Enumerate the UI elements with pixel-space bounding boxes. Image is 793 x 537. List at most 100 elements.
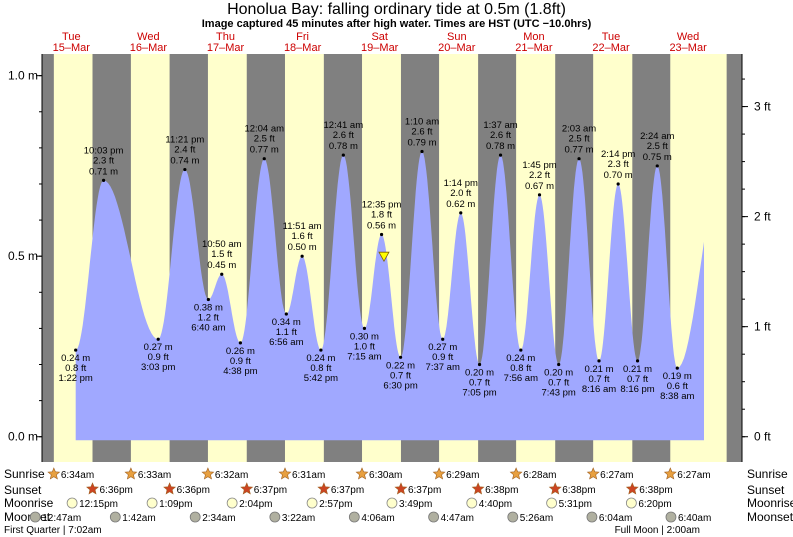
sunrise-icon [663, 467, 677, 480]
tide-time-label: 6:30 pm [383, 380, 417, 391]
tide-metres-label: 0.56 m [367, 221, 396, 232]
tide-point [420, 149, 424, 154]
sunrise-row-label: Sunrise [4, 467, 45, 481]
tide-feet-label: 1.5 ft [211, 249, 232, 260]
moonset-icon [665, 511, 677, 523]
tide-point [74, 348, 78, 352]
moonrise-row-label-right: Moonrise [747, 496, 793, 510]
sunrise-time: 6:27am [600, 470, 633, 481]
tide-time-label: 5:42 pm [304, 373, 338, 384]
tide-feet-label: 2.6 ft [490, 130, 511, 141]
tide-time-label: 3:03 pm [141, 362, 175, 373]
moonrise-time: 2:57pm [319, 499, 352, 510]
tide-point [220, 272, 224, 276]
tide-feet-label: 1.0 ft [354, 341, 375, 352]
tide-time-label: 10:50 am [202, 239, 242, 250]
moonset-icon [428, 511, 440, 523]
moonrise-time: 5:31pm [559, 499, 592, 510]
tide-point [156, 337, 160, 341]
right-tick-label: 1 ft [754, 320, 771, 334]
moonrise-icon [546, 497, 558, 509]
tide-feet-label: 2.5 ft [568, 134, 589, 145]
moonrise-icon [146, 497, 158, 509]
sunset-time: 6:37pm [254, 485, 287, 496]
tide-point [398, 355, 403, 359]
tide-point [597, 359, 601, 363]
tide-metres-label: 0.21 m [623, 364, 652, 375]
tide-metres-label: 0.21 m [584, 364, 613, 375]
sunset-time: 6:38pm [639, 485, 672, 496]
moonset-icon [189, 511, 201, 523]
sunrise-icon [47, 467, 61, 480]
sunrise-icon [124, 467, 138, 480]
sunrise-time: 6:29am [446, 470, 479, 481]
day-date-label: 22–Mar [592, 42, 630, 54]
moonrise-time: 1:09pm [159, 499, 192, 510]
tide-feet-label: 0.6 ft [667, 381, 688, 392]
day-name-label: Tue [602, 31, 621, 43]
tide-metres-label: 0.50 m [288, 242, 317, 253]
moonset-time: 6:04am [599, 513, 632, 524]
tide-time-label: 12:35 pm [362, 200, 402, 211]
moonset-time: 5:26am [520, 513, 553, 524]
right-tick-label: 3 ft [754, 100, 771, 114]
moonrise-time: 2:04pm [239, 499, 272, 510]
day-name-label: Wed [677, 31, 699, 43]
day-name-label: Tue [62, 31, 81, 43]
sunset-time: 6:38pm [485, 485, 518, 496]
day-name-label: Sun [447, 31, 467, 43]
moonset-time: 6:40am [678, 513, 711, 524]
tide-point [498, 153, 503, 157]
tide-metres-label: 0.26 m [226, 346, 255, 357]
tide-point [616, 182, 620, 186]
tide-point [459, 211, 463, 215]
moonset-icon [586, 511, 598, 523]
tide-feet-label: 0.9 ft [230, 356, 251, 367]
sunrise-icon [509, 467, 523, 480]
sunset-icon [240, 482, 254, 495]
sunrise-icon [278, 467, 292, 480]
sunrise-icon [586, 467, 600, 480]
tide-metres-label: 0.74 m [170, 156, 199, 167]
moonset-time: 2:34am [202, 513, 235, 524]
tide-metres-label: 0.77 m [565, 145, 594, 156]
moonset-row-label-right: Moonset [747, 510, 793, 524]
tide-metres-label: 0.19 m [663, 371, 692, 382]
tide-metres-label: 0.22 m [386, 360, 415, 371]
tide-metres-label: 0.79 m [407, 137, 436, 148]
moonrise-time: 4:40pm [479, 499, 512, 510]
tide-point [101, 178, 106, 182]
moonset-icon [109, 511, 121, 523]
tide-feet-label: 0.9 ft [148, 352, 169, 363]
sunrise-time: 6:32am [215, 470, 248, 481]
sunset-time: 6:37pm [408, 485, 441, 496]
tide-feet-label: 2.5 ft [647, 141, 668, 152]
tide-metres-label: 0.38 m [194, 303, 223, 314]
tide-time-label: 7:43 pm [542, 388, 576, 399]
moonset-time: 4:47am [441, 513, 474, 524]
left-tick-label: 0.5 m [8, 249, 38, 263]
tide-metres-label: 0.70 m [604, 170, 633, 181]
tide-metres-label: 0.27 m [428, 342, 457, 353]
sunset-time: 6:38pm [562, 485, 595, 496]
tide-time-label: 12:04 am [244, 124, 284, 135]
sunset-icon [394, 482, 408, 495]
tide-time-label: 11:51 am [283, 221, 322, 232]
day-date-label: 21–Mar [515, 42, 553, 54]
tide-point [379, 232, 384, 237]
tide-point [183, 167, 187, 172]
sunrise-icon [432, 467, 446, 480]
tide-metres-label: 0.45 m [207, 260, 236, 271]
tide-point [238, 341, 242, 345]
moon-phase-label: Full Moon | 2:00am [615, 525, 700, 536]
tide-feet-label: 2.6 ft [411, 126, 432, 137]
moonrise-icon [226, 497, 238, 509]
day-date-label: 15–Mar [53, 42, 91, 54]
tide-feet-label: 2.2 ft [529, 170, 550, 181]
moonset-time: 1:42am [122, 513, 155, 524]
day-name-label: Wed [137, 31, 159, 43]
moonrise-icon [306, 497, 318, 509]
tide-feet-label: 2.6 ft [333, 130, 354, 141]
tide-time-label: 8:38 am [660, 391, 694, 402]
tide-time-label: 6:40 am [191, 323, 225, 334]
